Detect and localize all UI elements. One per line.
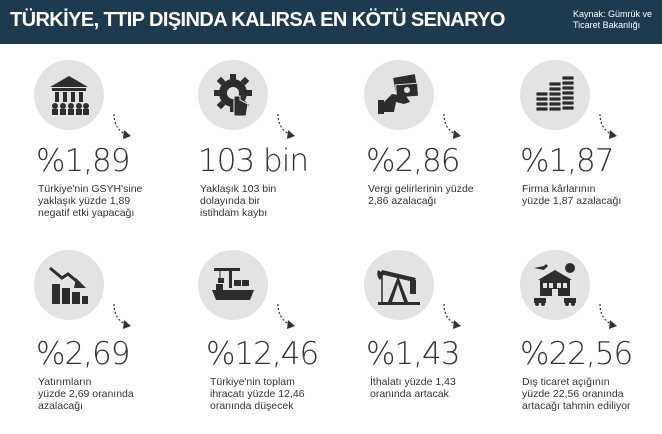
desc-line: Türkiye'nin toplam <box>210 376 295 388</box>
stat-value: %12,46 <box>206 336 319 372</box>
desc-line: Yatırımların <box>38 376 92 388</box>
gear-hand-icon <box>198 60 268 130</box>
stat-description: Türkiye'nin toplam ihracatı yüzde 12,46 … <box>210 376 350 412</box>
source-note: Kaynak: Gümrük ve Ticaret Bakanlığı <box>573 9 652 31</box>
curved-arrow-icon <box>443 113 461 139</box>
desc-line: Firma kârlarının <box>522 183 596 195</box>
source-line-2: Ticaret Bakanlığı <box>572 20 641 30</box>
desc-line: Vergi gelirlerinin yüzde <box>368 183 474 195</box>
desc-line: Türkiye'nin GSYH'sine <box>38 183 143 195</box>
curved-arrow-icon <box>113 113 131 139</box>
desc-line: yüzde 2,69 oranında <box>38 388 134 400</box>
stat-value: 103 bin <box>198 143 309 179</box>
stat-value: %2,69 <box>36 336 130 372</box>
desc-line: oranında artacak <box>370 388 449 400</box>
stat-description: Türkiye'nin GSYH'sine yaklaşık yüzde 1,8… <box>38 183 178 219</box>
money-hand-icon <box>364 60 434 130</box>
oil-pump-icon <box>364 250 434 320</box>
desc-line: 2,86 azalacağı <box>368 195 437 207</box>
stat-value: %1,43 <box>366 336 460 372</box>
stat-value: %22,56 <box>520 336 633 372</box>
curved-arrow-icon <box>599 113 617 139</box>
desc-line: artacağı tahmin ediliyor <box>522 400 631 412</box>
source-line-1: Kaynak: Gümrük ve <box>572 9 652 19</box>
curved-arrow-icon <box>599 303 617 329</box>
coin-stacks-icon <box>520 60 590 130</box>
stat-description: Vergi gelirlerinin yüzde 2,86 azalacağı <box>368 183 508 207</box>
government-building-icon <box>34 60 104 130</box>
curved-arrow-icon <box>443 303 461 329</box>
stat-value: %1,89 <box>36 143 130 179</box>
page-title: TÜRKİYE, TTIP DIŞINDA KALIRSA EN KÖTÜ SE… <box>10 9 505 31</box>
cargo-ship-icon <box>198 250 268 320</box>
desc-line: oranında düşecek <box>210 400 294 412</box>
declining-chart-icon <box>34 250 104 320</box>
curved-arrow-icon <box>277 303 295 329</box>
desc-line: ihracatı yüzde 12,46 <box>210 388 305 400</box>
stat-description: Dış ticaret açığının yüzde 22,56 oranınd… <box>522 376 662 412</box>
curved-arrow-icon <box>113 303 131 329</box>
stat-description: Firma kârlarının yüzde 1,87 azalacağı <box>522 183 662 207</box>
desc-line: Dış ticaret açığının <box>522 376 610 388</box>
stat-description: Yaklaşık 103 bin dolayında bir istihdam … <box>200 183 340 219</box>
trade-building-icon <box>520 250 590 320</box>
desc-line: Yaklaşık 103 bin <box>200 183 277 195</box>
desc-line: dolayında bir <box>200 195 261 207</box>
stat-value: %2,86 <box>366 143 460 179</box>
stat-description: İthalatı yüzde 1,43 oranında artacak <box>370 376 510 400</box>
desc-line: yaklaşık yüzde 1,89 <box>38 195 131 207</box>
desc-line: negatif etki yapacağı <box>38 207 135 219</box>
desc-line: yüzde 22,56 oranında <box>522 388 624 400</box>
stat-value: %1,87 <box>520 143 614 179</box>
desc-line: İthalatı yüzde 1,43 <box>370 376 456 388</box>
curved-arrow-icon <box>277 113 295 139</box>
desc-line: yüzde 1,87 azalacağı <box>522 195 622 207</box>
desc-line: istihdam kaybı <box>200 207 268 219</box>
desc-line: azalacağı <box>38 400 83 412</box>
header-bar: TÜRKİYE, TTIP DIŞINDA KALIRSA EN KÖTÜ SE… <box>0 0 662 44</box>
stat-description: Yatırımların yüzde 2,69 oranında azalaca… <box>38 376 178 412</box>
